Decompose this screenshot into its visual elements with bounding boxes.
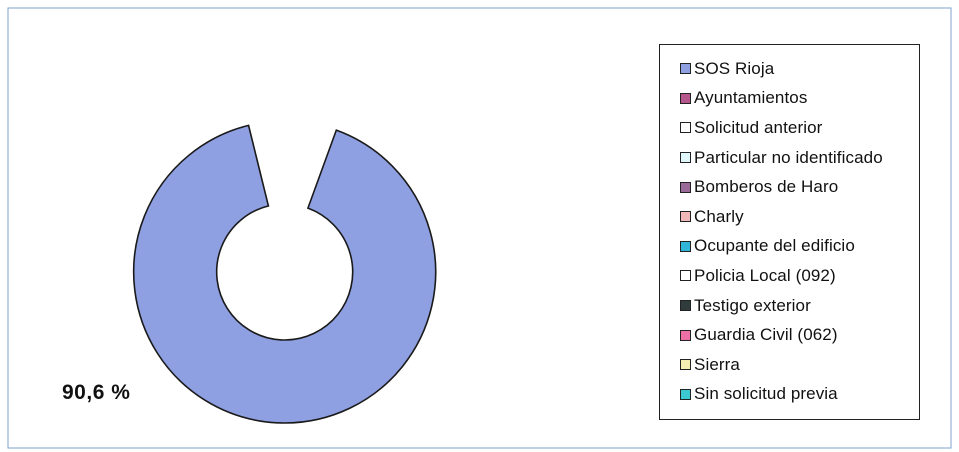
legend-item: Ocupante del edificio xyxy=(680,232,919,262)
legend-label: Sierra xyxy=(694,354,740,374)
legend-swatch xyxy=(680,329,691,341)
legend-item: Testigo exterior xyxy=(680,291,919,321)
legend-label: Particular no identificado xyxy=(694,147,883,167)
legend-label: Ocupante del edificio xyxy=(694,236,855,256)
legend-item: Bomberos de Haro xyxy=(680,172,919,202)
legend-label: Sin solicitud previa xyxy=(694,384,838,404)
legend-label: Policia Local (092) xyxy=(694,265,836,285)
legend-swatch xyxy=(680,152,691,164)
slice-sos-rioja xyxy=(132,124,437,424)
legend-item: Sin solicitud previa xyxy=(680,380,919,410)
legend-label: Ayuntamientos xyxy=(694,88,808,108)
data-label-sos-rioja: 90,6 % xyxy=(62,381,131,404)
legend-swatch xyxy=(680,240,691,252)
legend: SOS Rioja Ayuntamientos Solicitud anterior… xyxy=(659,44,920,420)
legend-item: Ayuntamientos xyxy=(680,84,919,114)
legend-swatch xyxy=(680,211,691,223)
legend-item: Charly xyxy=(680,202,919,232)
legend-label: Solicitud anterior xyxy=(694,117,823,137)
legend-label: SOS Rioja xyxy=(694,58,775,78)
legend-swatch xyxy=(680,122,691,134)
legend-item: Sierra xyxy=(680,350,919,380)
legend-item: SOS Rioja xyxy=(680,54,919,84)
legend-swatch xyxy=(680,388,691,400)
legend-label: Bomberos de Haro xyxy=(694,177,839,197)
legend-swatch xyxy=(680,270,691,282)
legend-swatch xyxy=(680,181,691,193)
legend-label: Testigo exterior xyxy=(694,295,811,315)
legend-swatch xyxy=(680,300,691,312)
legend-label: Charly xyxy=(694,206,744,226)
legend-item: Solicitud anterior xyxy=(680,113,919,143)
legend-label: Guardia Civil (062) xyxy=(694,325,838,345)
legend-swatch xyxy=(680,92,691,104)
legend-item: Policia Local (092) xyxy=(680,261,919,291)
legend-swatch xyxy=(680,63,691,75)
legend-item: Particular no identificado xyxy=(680,143,919,173)
legend-item: Guardia Civil (062) xyxy=(680,320,919,350)
legend-swatch xyxy=(680,359,691,371)
